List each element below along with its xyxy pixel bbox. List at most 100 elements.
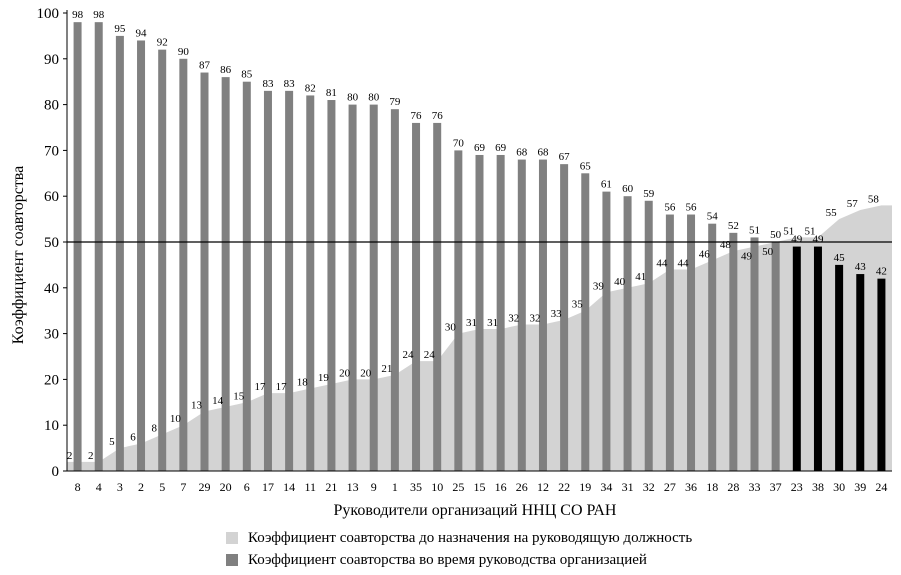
legend-item-during: Коэффициент соавторства во время руковод…	[226, 549, 692, 571]
data-label-during: 94	[136, 27, 148, 39]
bar-during-12	[327, 100, 336, 472]
bar-during-25	[602, 191, 611, 471]
data-label-before: 58	[868, 193, 880, 205]
x-tick-label: 34	[600, 480, 612, 494]
x-tick-label: 18	[706, 480, 718, 494]
bar-during-8	[242, 81, 251, 471]
bar-during-17	[433, 122, 442, 472]
data-label-during: 52	[728, 220, 739, 232]
bar-during-13	[348, 104, 357, 471]
data-label-during: 42	[876, 266, 887, 278]
x-tick-label: 19	[579, 480, 591, 494]
data-label-before: 32	[529, 312, 540, 324]
x-tick-label: 27	[664, 480, 676, 494]
x-tick-label: 31	[622, 480, 634, 494]
data-label-before: 51	[783, 225, 794, 237]
x-tick-label: 9	[371, 480, 377, 494]
data-label-before: 44	[656, 257, 668, 269]
bar-during-35	[813, 246, 822, 471]
data-label-before: 8	[151, 422, 157, 434]
data-label-before: 32	[508, 312, 519, 324]
x-tick-label: 16	[495, 480, 507, 494]
bar-during-14	[369, 104, 378, 471]
x-tick-label: 22	[558, 480, 570, 494]
y-tick-label: 0	[52, 464, 60, 480]
data-label-during: 76	[432, 110, 444, 122]
data-label-during: 98	[72, 9, 84, 21]
data-label-before: 6	[130, 432, 136, 444]
data-label-before: 31	[466, 317, 477, 329]
data-label-during: 68	[516, 147, 528, 159]
x-tick-label: 2	[138, 480, 144, 494]
x-tick-label: 23	[791, 480, 803, 494]
y-axis-label: Коэффициент соавторства	[10, 166, 27, 345]
data-label-before: 35	[572, 299, 584, 311]
data-label-during: 76	[411, 110, 423, 122]
x-tick-label: 28	[727, 480, 739, 494]
data-label-during: 92	[157, 37, 168, 49]
data-label-before: 40	[614, 276, 626, 288]
legend-label-before: Коэффициент соавторства до назначения на…	[248, 529, 693, 546]
x-tick-label: 15	[474, 480, 486, 494]
bar-during-23	[560, 164, 569, 471]
data-label-during: 50	[770, 229, 782, 241]
x-tick-label: 8	[75, 480, 81, 494]
x-tick-label: 38	[812, 480, 824, 494]
data-label-before: 17	[276, 381, 288, 393]
bar-during-21	[517, 159, 526, 471]
data-label-during: 70	[453, 137, 465, 149]
data-label-before: 21	[381, 363, 392, 375]
bar-during-4	[158, 49, 167, 471]
data-label-during: 69	[474, 142, 486, 154]
data-label-during: 79	[389, 96, 401, 108]
data-label-before: 41	[635, 271, 646, 283]
data-label-before: 46	[699, 248, 711, 260]
y-tick-label: 80	[44, 98, 59, 114]
bar-during-5	[179, 58, 188, 472]
data-label-before: 5	[109, 436, 115, 448]
legend-item-before: Коэффициент соавторства до назначения на…	[226, 527, 692, 549]
bar-during-29	[687, 214, 696, 471]
data-label-before: 30	[445, 322, 457, 334]
x-tick-label: 33	[749, 480, 761, 494]
bar-during-7	[221, 77, 230, 472]
bar-during-9	[263, 90, 272, 472]
bar-during-31	[729, 232, 738, 471]
bar-during-30	[708, 223, 717, 471]
data-label-before: 18	[297, 377, 309, 389]
data-label-during: 83	[284, 78, 296, 90]
y-tick-label: 30	[44, 327, 59, 343]
data-label-before: 13	[191, 399, 203, 411]
data-label-during: 60	[622, 183, 634, 195]
data-label-during: 49	[812, 234, 824, 246]
bar-during-38	[877, 278, 886, 471]
data-label-before: 2	[67, 450, 73, 462]
data-label-before: 49	[741, 251, 753, 263]
data-label-during: 65	[580, 160, 592, 172]
x-tick-label: 37	[770, 480, 782, 494]
y-tick-label: 70	[44, 143, 59, 159]
bar-during-6	[200, 72, 209, 471]
data-label-during: 51	[749, 224, 760, 236]
bar-during-20	[496, 154, 505, 472]
data-label-during: 95	[114, 23, 126, 35]
legend-swatch-before	[226, 532, 238, 544]
x-tick-label: 26	[516, 480, 528, 494]
bar-during-2	[115, 35, 124, 472]
bar-during-19	[475, 154, 484, 472]
x-tick-label: 12	[537, 480, 549, 494]
x-tick-label: 10	[431, 480, 443, 494]
data-label-during: 87	[199, 60, 211, 72]
x-axis-label: Руководители организаций ННЦ СО РАН	[334, 502, 617, 519]
data-label-before: 2	[88, 450, 94, 462]
legend: Коэффициент соавторства до назначения на…	[226, 527, 692, 571]
bar-during-3	[137, 40, 146, 471]
y-tick-label: 100	[37, 6, 60, 22]
data-label-before: 50	[762, 246, 774, 258]
x-tick-label: 25	[452, 480, 464, 494]
data-label-before: 15	[233, 390, 245, 402]
data-label-before: 20	[360, 367, 372, 379]
data-label-during: 86	[220, 64, 232, 76]
